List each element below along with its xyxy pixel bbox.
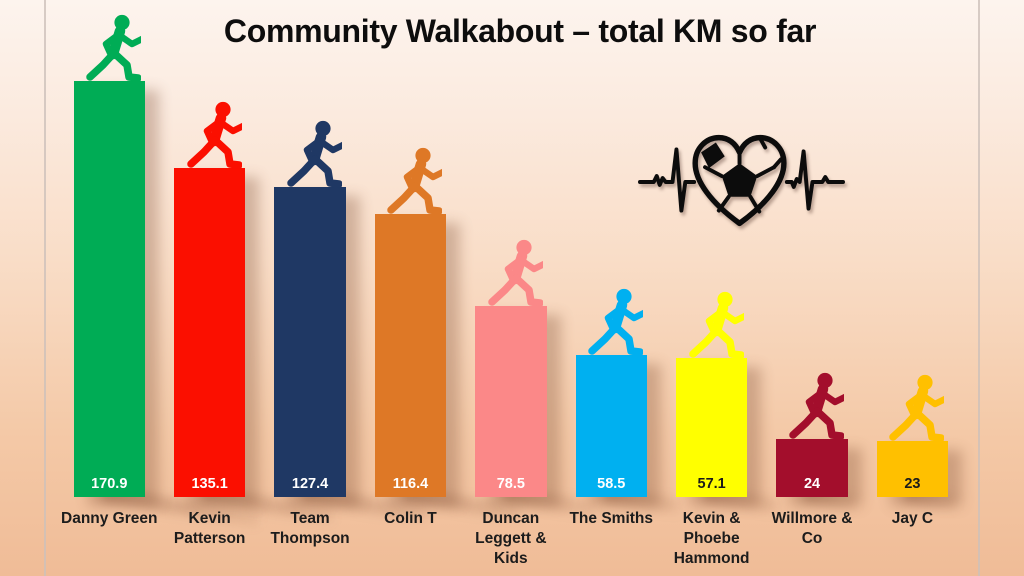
bar-value-label: 24 xyxy=(803,476,821,492)
heart-soccer-heartbeat-icon xyxy=(638,130,845,230)
bar-category-label: Kevin Patterson xyxy=(173,510,246,547)
slide-edge-line-right xyxy=(978,0,980,576)
walker-icon xyxy=(583,285,644,359)
slide-edge-line-left xyxy=(44,0,46,576)
bar-category-label: Danny Green xyxy=(61,510,158,527)
bar xyxy=(274,186,346,497)
bar xyxy=(173,168,246,497)
bar-category-label: Kevin & Phoebe Hammond xyxy=(673,510,750,567)
bar-category-label: Duncan Leggett & Kids xyxy=(475,510,547,567)
bar-value-label: 78.5 xyxy=(496,476,525,492)
walker-icon xyxy=(483,236,543,310)
walker-icon xyxy=(182,98,242,172)
bar xyxy=(675,358,748,497)
bar-value-label: 135.1 xyxy=(191,476,228,492)
bar-value-label: 58.5 xyxy=(597,476,626,492)
bar xyxy=(475,305,547,497)
bar-value-label: 116.4 xyxy=(392,476,429,492)
walker-icon xyxy=(884,371,945,445)
bar-category-label: Willmore & Co xyxy=(771,510,853,547)
bar-category-label: The Smiths xyxy=(569,510,654,527)
bar-category-label: Team Thompson xyxy=(270,510,350,547)
bar-value-label: 57.1 xyxy=(697,476,726,492)
bar-category-label: Colin T xyxy=(384,510,437,527)
walker-icon xyxy=(684,288,744,362)
walker-icon xyxy=(282,117,343,191)
walker-icon xyxy=(784,369,845,443)
bar xyxy=(776,438,848,497)
bar-category-label: Jay C xyxy=(891,510,934,527)
bar xyxy=(575,354,647,497)
bar-value-label: 127.4 xyxy=(291,476,329,492)
bar-value-label: 23 xyxy=(904,476,921,492)
walker-icon xyxy=(81,11,142,85)
bar xyxy=(73,80,145,497)
chart-title: Community Walkabout – total KM so far xyxy=(223,13,817,49)
walker-icon xyxy=(382,144,443,218)
bar-value-label: 170.9 xyxy=(91,476,128,492)
bar xyxy=(876,441,949,497)
bar xyxy=(374,213,447,497)
